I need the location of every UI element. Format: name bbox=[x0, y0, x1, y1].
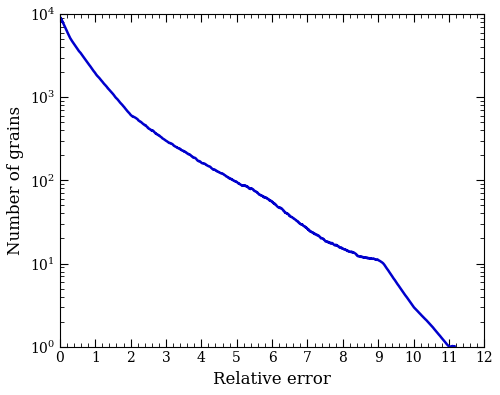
X-axis label: Relative error: Relative error bbox=[213, 371, 331, 388]
Y-axis label: Number of grains: Number of grains bbox=[7, 106, 24, 255]
